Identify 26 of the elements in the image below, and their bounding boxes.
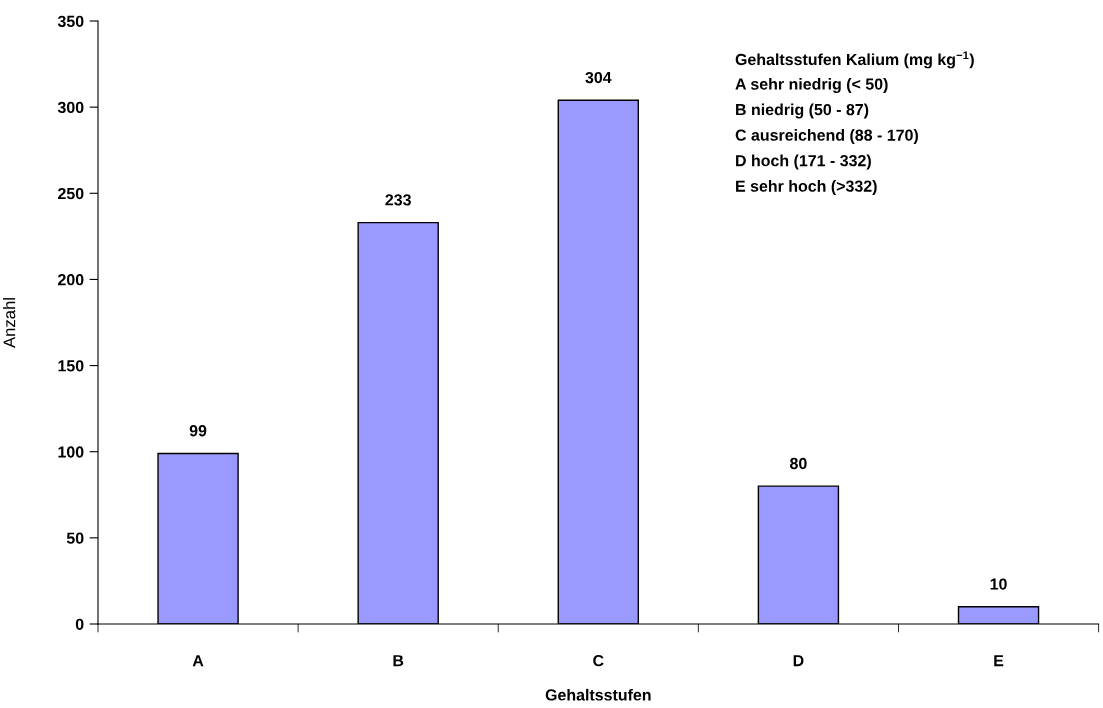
- x-axis-title: Gehaltsstufen: [545, 688, 651, 701]
- annotation: A sehr niedrig (< 50): [735, 78, 888, 93]
- annotation: Gehaltsstufen Kalium (mg kg$^{−1}$): [735, 51, 974, 69]
- data-label: 233: [385, 194, 411, 206]
- x-tick-label: C: [593, 654, 604, 667]
- annotation: D hoch (171 - 332): [736, 154, 871, 170]
- y-tick-label: 250: [58, 187, 84, 200]
- y-tick-label: 150: [58, 360, 84, 372]
- data-label: 99: [189, 425, 207, 437]
- data-label: 304: [585, 71, 612, 84]
- x-tick-label: D: [793, 655, 804, 667]
- annotation: B niedrig (50 - 87): [736, 103, 869, 119]
- data-label: 10: [990, 578, 1007, 590]
- x-tick-label: E: [994, 655, 1004, 667]
- y-tick-label: 350: [57, 15, 84, 27]
- data-label: 80: [790, 457, 807, 470]
- annotation: C ausreichend (88 - 170): [735, 129, 918, 144]
- y-tick-label: 300: [57, 101, 84, 114]
- y-axis-title: Anzahl: [3, 298, 16, 348]
- x-tick-label: B: [393, 655, 404, 667]
- y-tick-label: 100: [58, 446, 84, 458]
- y-tick-label: 0: [75, 618, 84, 630]
- y-tick-label: 50: [66, 532, 84, 544]
- annotation: E sehr hoch (>332): [736, 180, 877, 195]
- x-tick-label: A: [192, 655, 204, 667]
- y-tick-label: 200: [58, 274, 84, 286]
